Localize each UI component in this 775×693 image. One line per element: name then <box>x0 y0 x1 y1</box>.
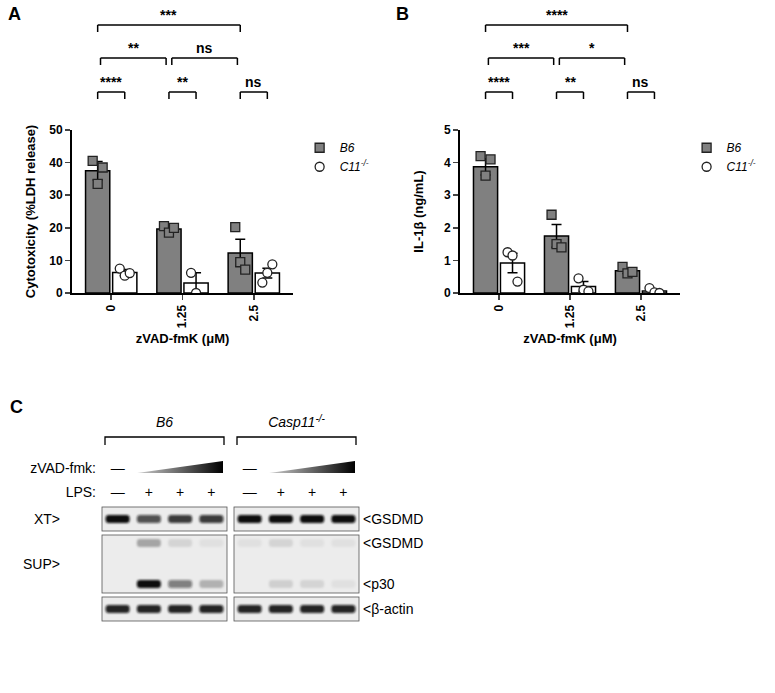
svg-text:+: + <box>145 484 153 500</box>
svg-text:C: C <box>10 397 23 417</box>
svg-text:<β-actin: <β-actin <box>363 601 413 617</box>
svg-text:0: 0 <box>56 286 63 300</box>
svg-text:—: — <box>243 484 257 500</box>
svg-text:Casp11-/-: Casp11-/- <box>268 413 325 431</box>
svg-text:+: + <box>308 484 316 500</box>
svg-text:****: **** <box>100 74 122 90</box>
svg-text:**: ** <box>177 74 188 90</box>
svg-text:1.25: 1.25 <box>563 304 577 328</box>
svg-text:****: **** <box>488 74 510 90</box>
svg-text:B6: B6 <box>727 141 742 155</box>
svg-text:ns: ns <box>632 74 649 90</box>
svg-text:B6: B6 <box>156 414 173 430</box>
svg-text:****: **** <box>546 7 568 23</box>
svg-text:—: — <box>111 460 125 476</box>
svg-text:zVAD-fmK (μM): zVAD-fmK (μM) <box>523 331 617 346</box>
svg-text:10: 10 <box>49 254 63 268</box>
svg-text:0: 0 <box>492 304 506 311</box>
svg-text:<GSDMD: <GSDMD <box>363 535 423 551</box>
svg-text:SUP>: SUP> <box>23 556 60 572</box>
svg-text:30: 30 <box>49 188 63 202</box>
svg-text:**: ** <box>128 40 139 56</box>
svg-text:1: 1 <box>444 254 451 268</box>
svg-text:50: 50 <box>49 123 63 137</box>
svg-text:C11​-/-​: C11​-/-​ <box>727 158 756 174</box>
svg-text:2: 2 <box>444 221 451 235</box>
svg-text:2.5: 2.5 <box>634 304 648 321</box>
svg-text:20: 20 <box>49 221 63 235</box>
html-text:A: A <box>8 4 21 24</box>
svg-text:**: ** <box>565 74 576 90</box>
svg-text:zVAD-fmK (μM): zVAD-fmK (μM) <box>136 331 230 346</box>
svg-text:*: * <box>589 40 595 56</box>
svg-text:ns: ns <box>196 40 213 56</box>
svg-text:ns: ns <box>245 74 262 90</box>
svg-text:LPS:: LPS: <box>66 484 96 500</box>
svg-text:<GSDMD: <GSDMD <box>363 511 423 527</box>
svg-text:<p30: <p30 <box>363 576 395 592</box>
svg-text:C11​-/-​: C11​-/-​ <box>340 158 369 174</box>
svg-text:B6: B6 <box>340 141 355 155</box>
svg-text:0: 0 <box>444 286 451 300</box>
svg-text:—: — <box>111 484 125 500</box>
svg-text:40: 40 <box>49 156 63 170</box>
svg-text:+: + <box>339 484 347 500</box>
svg-text:***: *** <box>160 7 177 23</box>
svg-text:5: 5 <box>444 123 451 137</box>
svg-text:1.25: 1.25 <box>175 304 189 328</box>
svg-text:+: + <box>207 484 215 500</box>
svg-text:—: — <box>243 460 257 476</box>
svg-text:XT>: XT> <box>34 511 60 527</box>
svg-text:4: 4 <box>444 156 451 170</box>
svg-text:Cytotoxicity (%LDH release): Cytotoxicity (%LDH release) <box>23 125 38 298</box>
svg-text:2.5: 2.5 <box>247 304 261 321</box>
html-text:B: B <box>396 4 409 24</box>
svg-text:zVAD-fmk:: zVAD-fmk: <box>30 460 96 476</box>
svg-text:0: 0 <box>104 304 118 311</box>
svg-text:+: + <box>277 484 285 500</box>
svg-text:3: 3 <box>444 188 451 202</box>
svg-text:IL-1β (ng/mL): IL-1β (ng/mL) <box>411 170 426 252</box>
svg-text:+: + <box>176 484 184 500</box>
svg-text:***: *** <box>513 40 530 56</box>
